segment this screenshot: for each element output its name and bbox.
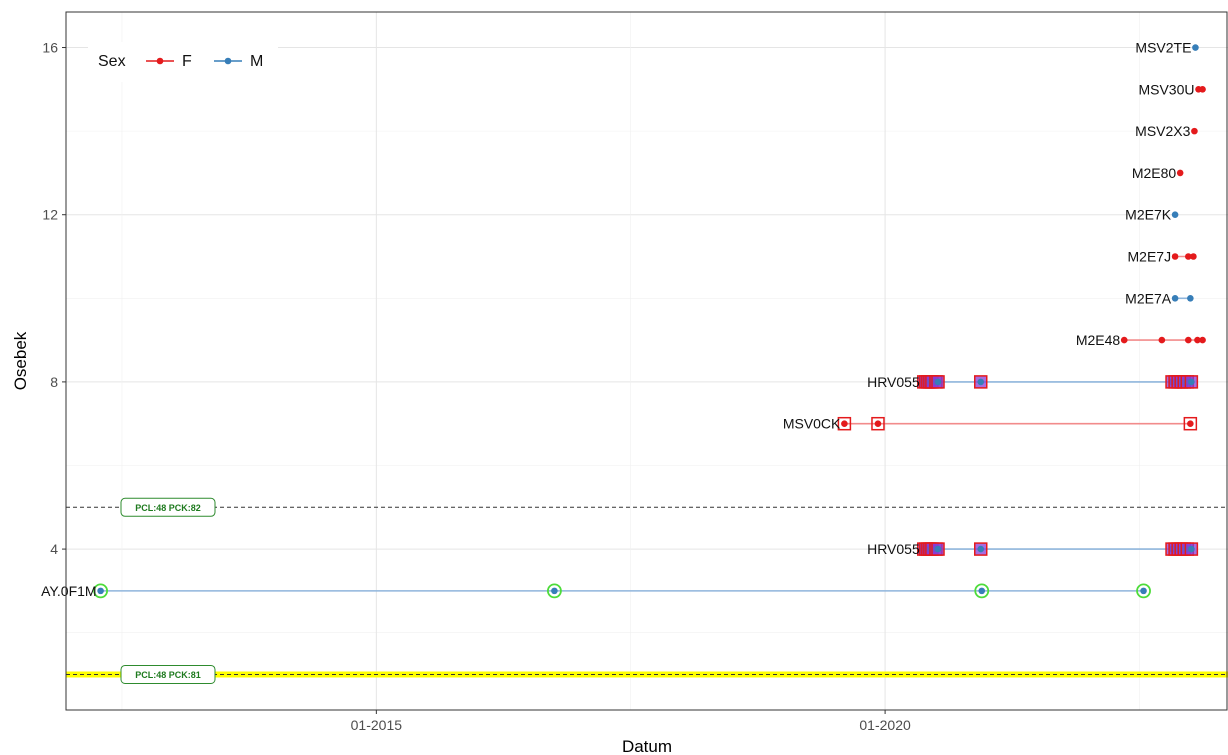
- square-marker: [1183, 416, 1198, 431]
- x-tick-label: 01-2020: [859, 717, 911, 733]
- data-point: [934, 378, 942, 386]
- data-point: [1176, 169, 1184, 177]
- data-point: [1191, 127, 1198, 135]
- y-axis-title: Osebek: [11, 331, 30, 390]
- legend-background: [88, 42, 278, 82]
- legend: Sex F M: [88, 42, 278, 82]
- data-point: [1188, 545, 1195, 553]
- data-point: [841, 420, 848, 427]
- data-point: [1158, 336, 1166, 344]
- reference-tag-box: [120, 497, 216, 517]
- data-point: [1188, 378, 1195, 386]
- data-point: [978, 587, 986, 595]
- ring-marker: [93, 583, 108, 599]
- data-point: [1120, 336, 1128, 344]
- point-label: MSV2X3: [1135, 123, 1190, 139]
- data-point: [97, 587, 104, 595]
- data-point: [1171, 253, 1179, 260]
- reference-tag-box: [120, 664, 216, 684]
- series-msv2x3: [1191, 127, 1198, 135]
- point-label: MSV2TE: [1135, 40, 1191, 56]
- data-point: [977, 545, 985, 553]
- series-ay-0f1m: [93, 583, 1151, 599]
- point-label: M2E7K: [1125, 207, 1172, 223]
- data-point: [1171, 211, 1179, 219]
- ring-marker: [974, 583, 990, 599]
- reference-tag-label: PCL:48 PCK:82: [135, 503, 201, 513]
- y-tick-label: 4: [50, 541, 58, 557]
- series-msv0ck: [837, 416, 1198, 431]
- series-m2e48: [1120, 336, 1206, 344]
- data-point: [1199, 336, 1206, 344]
- series-layer: [93, 44, 1206, 599]
- point-labels: MSV2TE MSV30U MSV2X3 M2E80 M2E7K M2E7J M2E7A M2…: [41, 40, 1194, 599]
- point-label: M2E48: [1076, 332, 1121, 348]
- y-tick-label: 12: [42, 207, 58, 223]
- legend-label: F: [182, 53, 192, 70]
- series-m2e80: [1176, 169, 1184, 177]
- series-hrv055: [917, 375, 1199, 389]
- legend-key-point: [224, 57, 232, 65]
- data-point: [1190, 253, 1197, 260]
- axes: 4 8 12 16 01-2015 01-2020: [42, 40, 911, 733]
- data-point: [1185, 336, 1192, 344]
- square-marker: [837, 416, 852, 431]
- point-label: HRV055: [867, 541, 920, 557]
- point-label: AY.0F1M: [41, 583, 97, 599]
- panel-border: [65, 11, 1228, 711]
- data-point: [1140, 587, 1147, 595]
- legend-key-point: [156, 57, 164, 65]
- legend-title: Sex: [98, 53, 126, 70]
- series-m2e7a: [1171, 295, 1194, 302]
- data-point: [1192, 44, 1199, 51]
- point-label: HRV055: [867, 374, 920, 390]
- x-tick-label: 01-2015: [351, 717, 403, 733]
- point-label: M2E7J: [1128, 249, 1172, 265]
- x-axis-title: Datum: [622, 737, 672, 755]
- series-m2e7k: [1171, 211, 1179, 219]
- series-msv30u: [1195, 86, 1206, 93]
- data-point: [1187, 295, 1194, 302]
- data-point: [551, 587, 558, 595]
- data-point: [934, 545, 942, 553]
- data-point: [1194, 336, 1201, 344]
- data-point: [874, 420, 882, 427]
- point-label: M2E7A: [1125, 290, 1172, 306]
- reference-lines: PCL:48 PCK:82 PCL:48 PCK:81: [66, 497, 1228, 684]
- square-marker: [871, 416, 885, 431]
- data-point: [1199, 86, 1206, 93]
- series-msv2te: [1192, 44, 1199, 51]
- y-tick-label: 16: [42, 40, 58, 56]
- ring-marker: [547, 583, 562, 599]
- y-tick-label: 8: [50, 374, 58, 390]
- ring-marker: [1136, 583, 1151, 599]
- data-point: [1187, 420, 1194, 427]
- data-point: [1185, 253, 1192, 260]
- grid: [66, 12, 1228, 710]
- point-label: M2E80: [1132, 165, 1177, 181]
- data-point: [1171, 295, 1179, 302]
- point-label: MSV0CK: [783, 416, 841, 432]
- legend-label: M: [250, 53, 263, 70]
- data-point: [977, 378, 985, 386]
- series-hrv055: [917, 542, 1199, 556]
- reference-tag-label: PCL:48 PCK:81: [135, 670, 201, 680]
- point-label: MSV30U: [1138, 81, 1194, 97]
- series-m2e7j: [1171, 253, 1197, 260]
